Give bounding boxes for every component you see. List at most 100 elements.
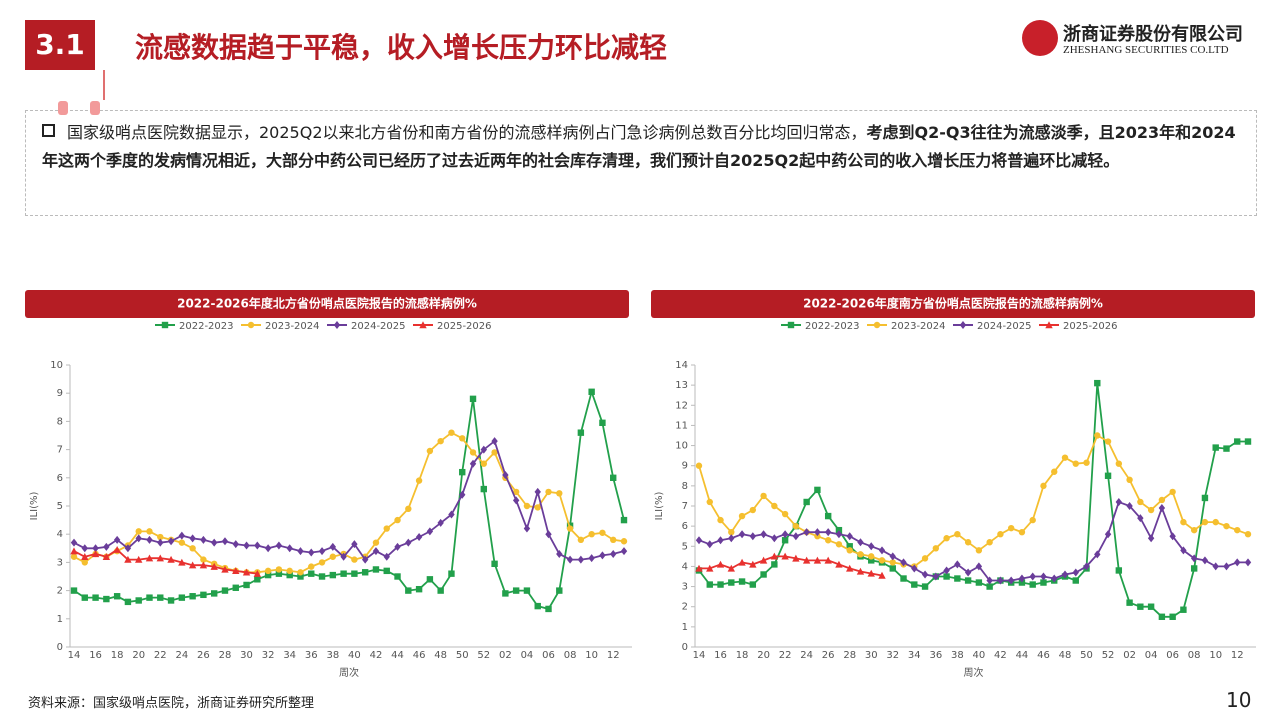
x-tick-label: 14	[693, 650, 706, 661]
series-line	[698, 500, 1248, 582]
data-point	[210, 538, 218, 547]
data-point	[975, 579, 983, 586]
data-point	[1147, 603, 1155, 610]
data-point	[189, 534, 196, 543]
data-point	[792, 532, 800, 541]
data-point	[469, 395, 477, 403]
data-point	[770, 552, 779, 560]
data-point	[81, 544, 88, 553]
data-point	[286, 571, 293, 579]
data-point	[81, 594, 88, 601]
page-number: 10	[1226, 688, 1252, 712]
legend-marker	[333, 321, 341, 329]
data-point	[921, 555, 929, 562]
data-point	[1115, 497, 1123, 506]
legend-label: 2022-2023	[805, 321, 860, 332]
y-tick-label: 5	[682, 541, 688, 552]
data-point	[232, 567, 240, 575]
legend-label: 2025-2026	[437, 321, 492, 332]
data-point	[911, 564, 918, 573]
x-tick-label: 36	[305, 650, 318, 661]
data-point	[835, 560, 843, 568]
y-tick-label: 1	[57, 614, 63, 625]
series-line	[73, 431, 625, 574]
y-tick-label: 5	[57, 501, 63, 512]
data-point	[318, 547, 326, 556]
data-point	[512, 587, 520, 594]
data-point	[189, 593, 196, 600]
x-tick-label: 16	[89, 650, 102, 661]
data-point	[275, 570, 283, 577]
legend-label: 2022-2023	[179, 321, 234, 332]
data-point	[1029, 572, 1036, 581]
section-number: 3.1	[25, 20, 95, 70]
x-tick-label: 22	[154, 650, 167, 661]
data-point	[232, 540, 239, 549]
y-tick-label: 7	[57, 445, 63, 456]
data-point	[717, 581, 724, 588]
data-point	[1212, 562, 1219, 571]
slide-title: 流感数据趋于平稳，收入增长压力环比减轻	[135, 31, 668, 64]
y-tick-label: 3	[682, 582, 688, 593]
data-point	[297, 573, 304, 580]
data-point	[846, 564, 854, 572]
y-tick-label: 4	[682, 561, 688, 572]
data-point	[868, 553, 875, 560]
data-point	[760, 530, 767, 539]
data-point	[620, 547, 628, 556]
data-point	[1190, 565, 1198, 572]
data-point	[588, 531, 595, 538]
data-point	[199, 561, 208, 569]
data-point	[738, 578, 746, 585]
data-point	[146, 535, 153, 544]
data-point	[610, 536, 617, 544]
x-tick-label: 28	[843, 650, 856, 661]
legend-label: 2023-2024	[265, 321, 320, 332]
data-point	[512, 488, 520, 496]
data-point	[749, 532, 757, 541]
data-point	[964, 539, 972, 546]
data-point	[1244, 531, 1252, 538]
data-point	[1190, 554, 1198, 563]
data-point	[566, 525, 574, 532]
chart-title: 2022-2026年度南方省份哨点医院报告的流感样病例%	[803, 296, 1103, 311]
data-point	[372, 539, 380, 546]
data-point	[167, 537, 175, 546]
data-point	[566, 555, 574, 564]
x-tick-label: 28	[219, 650, 232, 661]
data-point	[480, 460, 488, 467]
data-point	[1072, 460, 1079, 467]
data-point	[943, 566, 950, 575]
data-point	[534, 602, 541, 610]
data-point	[81, 559, 88, 566]
data-point	[405, 505, 412, 513]
legend-label: 2024-2025	[351, 321, 406, 332]
data-point	[113, 546, 121, 553]
x-tick-label: 34	[283, 650, 296, 661]
data-point	[102, 553, 111, 560]
data-point	[394, 516, 401, 524]
data-point	[868, 542, 875, 551]
data-point	[1201, 494, 1209, 502]
data-point	[448, 570, 455, 577]
data-point	[383, 552, 390, 561]
x-tick-label: 26	[197, 650, 210, 661]
data-point	[502, 590, 509, 597]
data-point	[264, 544, 272, 553]
data-point	[771, 502, 778, 510]
data-point	[900, 558, 907, 567]
data-point	[351, 556, 358, 563]
x-tick-label: 34	[908, 650, 921, 661]
data-point	[361, 555, 369, 564]
data-point	[846, 532, 853, 541]
y-tick-label: 2	[682, 602, 688, 613]
data-point	[878, 571, 886, 579]
data-point	[1223, 445, 1230, 452]
data-point	[1115, 460, 1123, 467]
legend-marker	[787, 321, 795, 329]
data-point	[900, 575, 907, 582]
data-point	[728, 528, 735, 536]
y-tick-label: 9	[57, 388, 63, 399]
x-tick-label: 02	[1123, 650, 1136, 661]
data-point	[727, 564, 735, 572]
